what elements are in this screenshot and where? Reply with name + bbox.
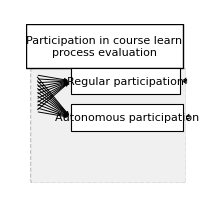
Text: Regular participation: Regular participation [67,76,183,86]
FancyBboxPatch shape [26,25,182,69]
FancyBboxPatch shape [70,105,182,131]
Text: Autonomous participation: Autonomous participation [55,113,198,123]
FancyBboxPatch shape [30,69,185,183]
FancyBboxPatch shape [70,68,179,95]
Text: Participation in course learn
process evaluation: Participation in course learn process ev… [26,36,182,58]
